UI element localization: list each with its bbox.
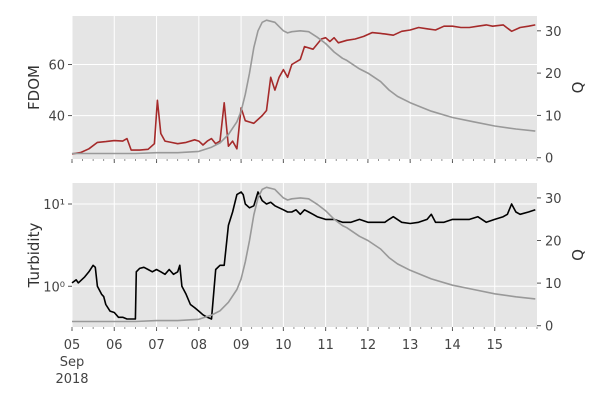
y-axis-label: Turbidity xyxy=(25,223,43,289)
x-tick-label: 05 xyxy=(64,338,81,353)
y-tick-label: 10¹ xyxy=(43,198,65,213)
y2-tick-label: 10 xyxy=(545,109,562,124)
x-tick-label: 10 xyxy=(275,338,292,353)
x-tick-label: 15 xyxy=(486,338,503,353)
y2-tick-label: 0 xyxy=(545,152,553,167)
series-line-right xyxy=(72,19,536,155)
series-line-right xyxy=(72,186,536,323)
x-tick-label: 06 xyxy=(106,338,123,353)
x-tick-label: 13 xyxy=(402,338,419,353)
series-line-left xyxy=(71,24,536,155)
x-tick-label: 09 xyxy=(233,338,250,353)
y-axis-label: FDOM xyxy=(25,65,43,110)
y-tick-label: 40 xyxy=(48,110,65,125)
x-tick-label: 12 xyxy=(360,338,377,353)
series-line-left xyxy=(71,191,536,320)
y2-tick-label: 0 xyxy=(545,320,553,335)
y2-axis-label: Q xyxy=(569,82,587,94)
y-tick-label: 60 xyxy=(48,59,65,74)
y2-tick-label: 10 xyxy=(545,277,562,292)
x-tick-label: 11 xyxy=(317,338,334,353)
plot-area xyxy=(72,183,537,327)
x-tick-label: 14 xyxy=(444,338,461,353)
x-tick-label: 07 xyxy=(148,338,165,353)
y2-tick-label: 30 xyxy=(545,25,562,40)
x-tick-label-month: Sep xyxy=(60,355,85,370)
panel-1: 40 60 0 10 20 30 FDOM Q xyxy=(25,16,587,167)
x-tick-label: 08 xyxy=(191,338,208,353)
panels: 40 60 0 10 20 30 FDOM Q 10⁰ 10¹ 0 10 20 30 Turbidity Q 0… xyxy=(25,16,587,387)
y2-tick-label: 30 xyxy=(545,192,562,207)
y2-tick-label: 20 xyxy=(545,67,562,82)
panel-2: 10⁰ 10¹ 0 10 20 30 Turbidity Q xyxy=(25,183,587,335)
y2-axis-label: Q xyxy=(569,249,587,261)
y2-tick-label: 20 xyxy=(545,235,562,250)
plot-area xyxy=(72,16,537,159)
y-tick-label: 10⁰ xyxy=(43,280,65,295)
x-tick-label-year: 2018 xyxy=(55,372,88,387)
